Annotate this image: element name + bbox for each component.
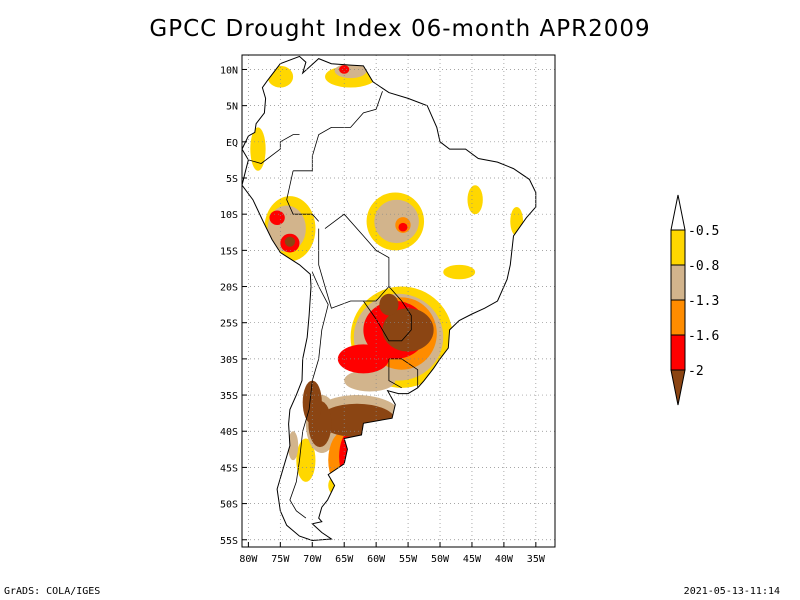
lon-tick-label: 40W: [495, 554, 514, 565]
drought-blob-27: [398, 222, 408, 232]
legend-label: -1.6: [688, 329, 719, 344]
lon-tick-label: 45W: [463, 554, 482, 565]
country-border-4: [388, 358, 419, 388]
lat-tick-label: 5S: [226, 174, 238, 185]
drought-blob-2: [267, 65, 294, 88]
drought-blob-31: [339, 431, 363, 482]
country-border-5: [293, 91, 383, 172]
map-title: GPCC Drought Index 06-month APR2009: [149, 16, 651, 42]
drought-blob-24: [339, 65, 350, 74]
country-border-6: [286, 170, 319, 222]
coastline: [241, 55, 537, 542]
legend-swatch: [670, 264, 686, 301]
drought-blob-34: [379, 293, 399, 316]
drought-blob-25: [269, 210, 285, 226]
drought-blob-3: [250, 127, 266, 171]
lon-tick-label: 50W: [431, 554, 450, 565]
map-frame: [241, 54, 556, 548]
lat-tick-label: 15S: [220, 246, 238, 257]
drought-blob-16: [344, 369, 396, 392]
lat-tick-label: 55S: [220, 536, 238, 547]
lon-tick-label: 55W: [399, 554, 418, 565]
lat-tick-label: 10S: [220, 210, 238, 221]
lat-tick-label: 45S: [220, 463, 238, 474]
lat-tick-label: 35S: [220, 391, 238, 402]
coastline-path: [241, 55, 537, 542]
legend-swatch: [670, 229, 686, 266]
drought-blob-37: [302, 380, 322, 425]
drought-blob-6: [443, 264, 476, 280]
drought-blob-7: [467, 185, 483, 215]
lon-tick-label: 35W: [527, 554, 546, 565]
legend-label: -0.5: [688, 224, 719, 239]
drought-blob-29: [337, 344, 389, 374]
legend-top-arrow: [670, 194, 686, 231]
lat-tick-label: 25S: [220, 319, 238, 330]
lat-tick-label: 50S: [220, 500, 238, 511]
map-tick-labels: 10N 5N EQ 5S 10S 15S 20S 25S 30S 35S 40S 45S 50S 55S8…: [220, 65, 546, 565]
lon-tick-label: 60W: [367, 554, 386, 565]
legend-bottom-arrow: [670, 369, 686, 406]
lon-tick-label: 70W: [303, 554, 322, 565]
legend-label: -2: [688, 364, 704, 379]
lat-tick-label: 30S: [220, 355, 238, 366]
lon-tick-label: 75W: [271, 554, 290, 565]
lat-tick-label: 10N: [220, 65, 238, 76]
country-border-8: [388, 358, 402, 389]
legend-swatch: [670, 299, 686, 336]
map-gridlines: [242, 55, 555, 547]
lon-tick-label: 80W: [239, 554, 258, 565]
country-border-7: [248, 134, 300, 164]
legend-swatch: [670, 334, 686, 371]
drought-blob-32: [284, 236, 296, 247]
lat-tick-label: 5N: [226, 102, 238, 113]
footer-timestamp: 2021-05-13-11:14: [683, 586, 780, 597]
lat-tick-label: EQ: [226, 138, 238, 149]
country-border-1: [289, 271, 329, 519]
lat-tick-label: 40S: [220, 427, 238, 438]
legend-label: -1.3: [688, 294, 719, 309]
lon-tick-label: 65W: [335, 554, 354, 565]
color-legend: -0.5 -0.8 -1.3 -1.6 -2: [670, 194, 719, 406]
lat-tick-label: 20S: [220, 283, 238, 294]
drought-blob-19: [287, 431, 299, 461]
footer-credit: GrADS: COLA/IGES: [4, 586, 101, 597]
country-border-2: [318, 213, 390, 309]
legend-label: -0.8: [688, 259, 719, 274]
